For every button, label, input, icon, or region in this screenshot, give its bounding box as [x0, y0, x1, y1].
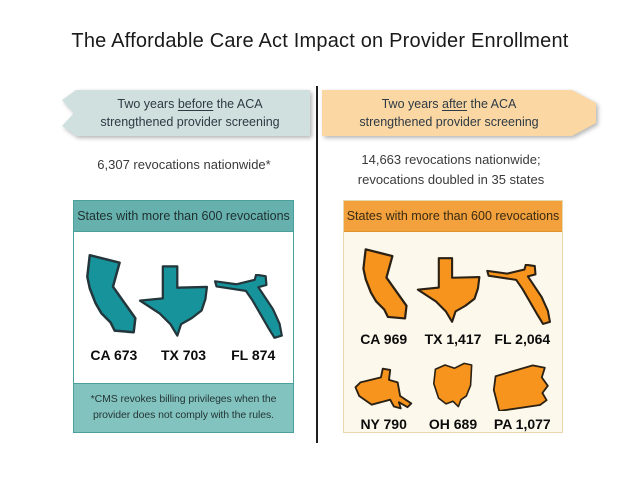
before-panel-footnote: *CMS revokes billing privileges when the… — [74, 383, 293, 432]
page-title: The Affordable Care Act Impact on Provid… — [71, 30, 569, 52]
texas-map-icon — [415, 254, 485, 326]
state-label: CA 969 — [360, 331, 408, 347]
state-label: NY 790 — [360, 416, 407, 432]
after-banner-line2: strengthened provider screening — [359, 115, 539, 129]
before-stat: 6,307 revocations nationwide* — [97, 157, 271, 172]
state-figure-ca-after — [349, 244, 415, 326]
state-label: FL 874 — [231, 347, 276, 363]
state-label: FL 2,064 — [494, 331, 551, 347]
before-states-row — [74, 246, 293, 340]
after-emphasis: after — [442, 96, 468, 111]
before-banner-line2: strengthened provider screening — [100, 115, 280, 129]
state-label: TX 703 — [160, 347, 207, 363]
new-york-map-icon — [353, 363, 415, 411]
state-figure-pa-after — [488, 363, 557, 411]
pennsylvania-map-icon — [488, 363, 556, 411]
state-label: TX 1,417 — [424, 331, 482, 347]
state-figure-fl-before — [213, 274, 289, 340]
state-figure-oh-after — [418, 359, 487, 411]
column-divider — [316, 86, 318, 443]
before-panel-body: CA 673 TX 703 FL 874 — [74, 232, 293, 383]
state-figure-ny-after — [349, 363, 418, 411]
after-labels-row-1: CA 969 TX 1,417 FL 2,064 — [344, 331, 562, 347]
after-panel-header: States with more than 600 revocations — [344, 201, 562, 232]
state-figure-fl-after — [485, 264, 557, 326]
after-banner-line1: Two years after the ACA — [381, 96, 517, 111]
after-labels-row-2: NY 790 OH 689 PA 1,077 — [344, 416, 562, 432]
after-panel-body: CA 969 TX 1,417 FL 2,064 NY 790 OH 689 P… — [344, 232, 562, 432]
california-map-icon — [356, 244, 408, 326]
california-map-icon — [79, 250, 137, 340]
state-figure-tx-before — [137, 262, 213, 340]
before-labels-row: CA 673 TX 703 FL 874 — [74, 347, 293, 363]
texas-map-icon — [137, 262, 213, 340]
state-label: OH 689 — [428, 416, 478, 432]
after-states-row-2 — [344, 359, 562, 411]
after-stat-line1: 14,663 revocations nationwide; — [361, 152, 541, 167]
state-label: PA 1,077 — [493, 416, 551, 432]
ohio-map-icon — [429, 359, 477, 411]
after-panel: States with more than 600 revocations CA… — [343, 200, 563, 433]
state-figure-ca-before — [79, 250, 137, 340]
state-figure-tx-after — [415, 254, 485, 326]
before-emphasis: before — [177, 96, 214, 111]
before-panel: States with more than 600 revocations CA… — [73, 200, 294, 433]
after-stat-line2: revocations doubled in 35 states — [357, 171, 545, 187]
after-stat: 14,663 revocations nationwide; revocatio… — [327, 150, 575, 189]
before-banner-line1: Two years before the ACA — [117, 96, 263, 111]
after-banner: Two years after the ACA strengthened pro… — [322, 90, 596, 136]
before-banner: Two years before the ACA strengthened pr… — [58, 90, 310, 136]
florida-map-icon — [485, 264, 557, 326]
florida-map-icon — [213, 274, 289, 340]
before-panel-header: States with more than 600 revocations — [74, 201, 293, 232]
after-states-row-1 — [344, 240, 562, 326]
state-label: CA 673 — [90, 347, 138, 363]
